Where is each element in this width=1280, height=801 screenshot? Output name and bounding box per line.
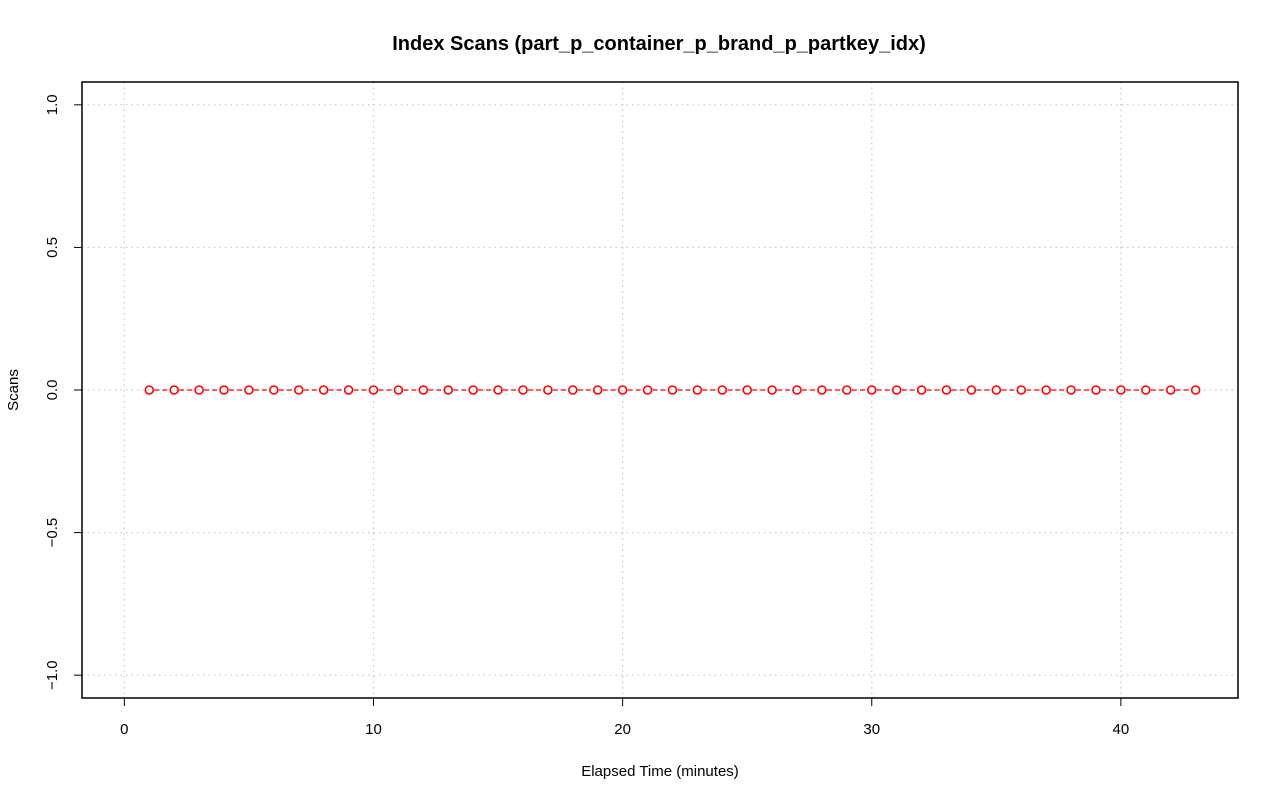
data-point [966, 385, 977, 395]
x-tick-label: 40 [1113, 721, 1130, 738]
x-tick-label: 0 [120, 721, 128, 738]
data-point [1165, 385, 1176, 395]
data-point [493, 385, 503, 395]
data-point [592, 385, 603, 395]
data-point [543, 385, 553, 395]
data-point [518, 385, 528, 395]
grid [82, 82, 1238, 698]
data-point [891, 385, 902, 395]
data-point [1141, 385, 1151, 395]
data-point [991, 385, 1002, 395]
x-tick-label: 10 [365, 721, 382, 738]
data-point [144, 385, 155, 395]
data-point [219, 385, 229, 395]
data-point [1116, 385, 1126, 395]
data-point [742, 385, 752, 395]
data-point [244, 385, 254, 395]
x-tick-label: 30 [863, 721, 880, 738]
data-point [767, 385, 777, 395]
data-point [1041, 385, 1051, 395]
x-axis: 0 10 20 30 40 [120, 698, 1129, 738]
data-point [717, 385, 728, 395]
data-point [792, 385, 802, 395]
data-point [194, 385, 204, 395]
y-tick-label: −1.0 [44, 660, 61, 690]
data-point [842, 385, 852, 395]
y-tick-label: 0.0 [44, 380, 61, 401]
data-point [443, 385, 454, 395]
data-point [468, 385, 478, 395]
data-point [1190, 385, 1201, 395]
data-point [293, 385, 304, 395]
x-tick-label: 20 [614, 721, 631, 738]
data-point [1091, 385, 1101, 395]
data-point [418, 385, 429, 395]
data-point [941, 385, 952, 395]
data-point [642, 385, 653, 395]
data-point [1016, 385, 1027, 395]
data-point [343, 385, 354, 395]
data-point [866, 385, 877, 395]
data-point [318, 385, 329, 395]
data-point [269, 385, 279, 395]
y-tick-label: −0.5 [44, 518, 61, 548]
chart-title: Index Scans (part_p_container_p_brand_p_… [392, 33, 926, 55]
data-point [368, 385, 379, 395]
y-axis-label: Scans [5, 369, 22, 411]
data-point [667, 385, 678, 395]
data-point [692, 385, 703, 395]
y-tick-label: 1.0 [44, 94, 61, 115]
x-axis-label: Elapsed Time (minutes) [581, 763, 739, 780]
data-point [817, 385, 827, 395]
data-point [916, 385, 927, 395]
data-point [393, 385, 404, 395]
series-layer [144, 385, 1201, 395]
y-axis: −1.0 −0.5 0.0 0.5 1.0 [44, 94, 82, 690]
data-point [1066, 385, 1076, 395]
y-tick-label: 0.5 [44, 237, 61, 258]
data-point [568, 385, 578, 395]
data-point [617, 385, 628, 395]
data-point [169, 385, 179, 395]
